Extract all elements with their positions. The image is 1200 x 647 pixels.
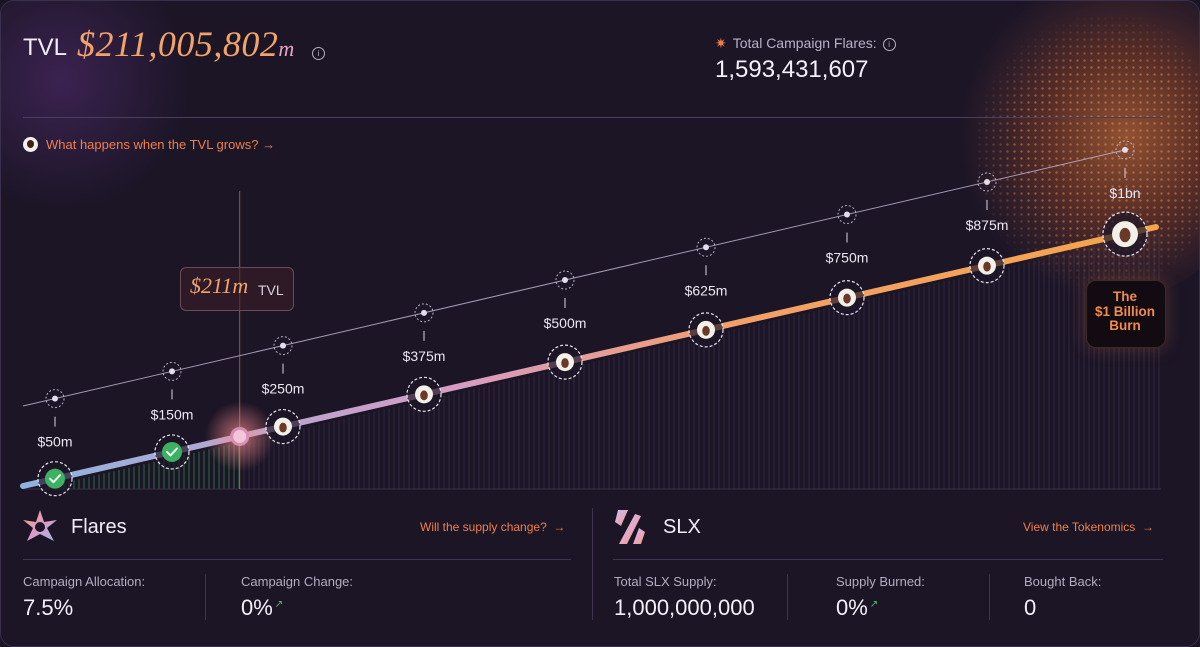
milestone-target-ring [162, 361, 182, 381]
milestone-guide-line [22, 148, 1130, 407]
milestone-target-ring [1115, 140, 1135, 160]
tvl-progress-chart: $50m $150m $250m $375m $500m $625m $750m $875m $… [20, 140, 1161, 497]
divider [23, 559, 571, 560]
divider [613, 559, 1163, 560]
milestone-target-ring [45, 389, 65, 409]
milestone-target-ring [837, 205, 857, 225]
divider [23, 117, 1163, 118]
milestone-8[interactable]: $1bn [1102, 140, 1148, 257]
flame-icon-inner [702, 325, 710, 336]
milestone-5[interactable]: $625m [685, 237, 728, 348]
flame-icon-inner [279, 422, 287, 433]
bought-back-label: Bought Back: [1024, 574, 1102, 589]
flame-icon-inner [1119, 227, 1131, 243]
milestone-2[interactable]: $250m [262, 336, 305, 445]
milestone-label: $250m [262, 381, 305, 397]
milestone-label: $500m [544, 315, 587, 331]
milestone-label: $1bn [1109, 185, 1140, 201]
checkmark-icon [49, 474, 61, 484]
divider [989, 574, 990, 620]
campaign-allocation-value: 7.5% [23, 595, 74, 620]
info-icon[interactable]: i [312, 47, 325, 60]
milestone-target-ring [696, 237, 716, 257]
checkmark-icon [166, 447, 178, 457]
check-circle-icon [45, 468, 65, 489]
milestone-target-ring [414, 303, 434, 323]
divider [787, 574, 788, 620]
divider [205, 574, 206, 620]
supply-burned-value: 0% ↗ [836, 595, 879, 620]
milestone-target-ring [555, 270, 575, 290]
milestone-target-ring [977, 172, 997, 192]
billion-burn-label: The $1 Billion Burn [1094, 289, 1155, 333]
slx-title: SLX [663, 516, 701, 538]
tokenomics-link[interactable]: View the Tokenomics → [1023, 520, 1154, 534]
milestone-label: $750m [826, 250, 869, 266]
flame-icon-inner [843, 293, 851, 304]
arrow-up-right-icon: ↗ [274, 599, 284, 610]
check-circle-icon [162, 441, 182, 462]
milestone-target-ring [273, 336, 293, 356]
milestone-target-dot [421, 309, 427, 316]
current-tvl-point [230, 426, 250, 446]
campaign-change-value: 0% ↗ [241, 595, 284, 620]
info-icon[interactable]: i [882, 37, 896, 51]
campaign-change-label: Campaign Change: [241, 574, 354, 589]
milestone-target-dot [169, 368, 175, 375]
bought-back-value: 0 [1024, 595, 1037, 620]
current-tvl-callout [180, 267, 294, 311]
flares-star-icon [23, 510, 57, 541]
campaign-flares-value: 1,593,431,607 [715, 56, 869, 83]
divider [592, 508, 593, 620]
flame-icon-inner [561, 358, 569, 369]
milestone-target-dot [562, 277, 568, 284]
milestone-target-dot [984, 178, 990, 185]
tvl-value: $211,005,802m [77, 24, 295, 64]
supply-change-link[interactable]: Will the supply change? → [420, 520, 566, 534]
milestone-label: $625m [685, 282, 728, 298]
arrow-up-right-icon: ↗ [869, 599, 879, 610]
milestone-3[interactable]: $375m [403, 303, 446, 412]
flares-title: Flares [71, 516, 127, 538]
campaign-flares-label: ✷ Total Campaign Flares: i [715, 35, 896, 52]
flame-icon-inner [983, 261, 991, 272]
milestone-1[interactable]: $150m [151, 361, 194, 470]
total-supply-value: 1,000,000,000 [614, 595, 755, 620]
milestone-7[interactable]: $875m [966, 172, 1009, 284]
milestone-target-dot [1122, 146, 1128, 153]
total-supply-label: Total SLX Supply: [614, 574, 717, 589]
milestone-6[interactable]: $750m [826, 205, 869, 316]
milestone-label: $375m [403, 348, 446, 364]
milestone-4[interactable]: $500m [544, 270, 587, 380]
tvl-label: TVL [23, 34, 68, 61]
milestone-target-dot [280, 342, 286, 349]
milestone-label: $875m [966, 217, 1009, 233]
slx-logo-icon [615, 510, 645, 544]
campaign-allocation-label: Campaign Allocation: [23, 574, 146, 589]
milestone-0[interactable]: $50m [37, 389, 73, 497]
milestone-target-dot [844, 211, 850, 218]
tvl-unit: m [278, 36, 295, 61]
progress-hatching [48, 232, 1160, 489]
milestone-label: $150m [151, 406, 194, 422]
milestone-target-dot [52, 395, 58, 402]
milestones: $50m $150m $250m $375m $500m $625m $750m $875m $… [37, 140, 1148, 497]
current-tvl-suffix: TVL [258, 282, 284, 298]
milestone-label: $50m [37, 434, 72, 450]
milestone-target-dot [703, 244, 709, 251]
planet-texture [976, 1, 1199, 301]
flame-icon-inner [420, 390, 428, 401]
billion-burn-card[interactable] [1086, 280, 1166, 348]
tvl-question-link[interactable]: What happens when the TVL grows? → [23, 137, 275, 152]
current-tvl-value: $211m [190, 273, 249, 298]
flare-star-icon: ✷ [715, 35, 727, 51]
supply-burned-label: Supply Burned: [836, 574, 925, 589]
flame-icon [23, 137, 38, 152]
